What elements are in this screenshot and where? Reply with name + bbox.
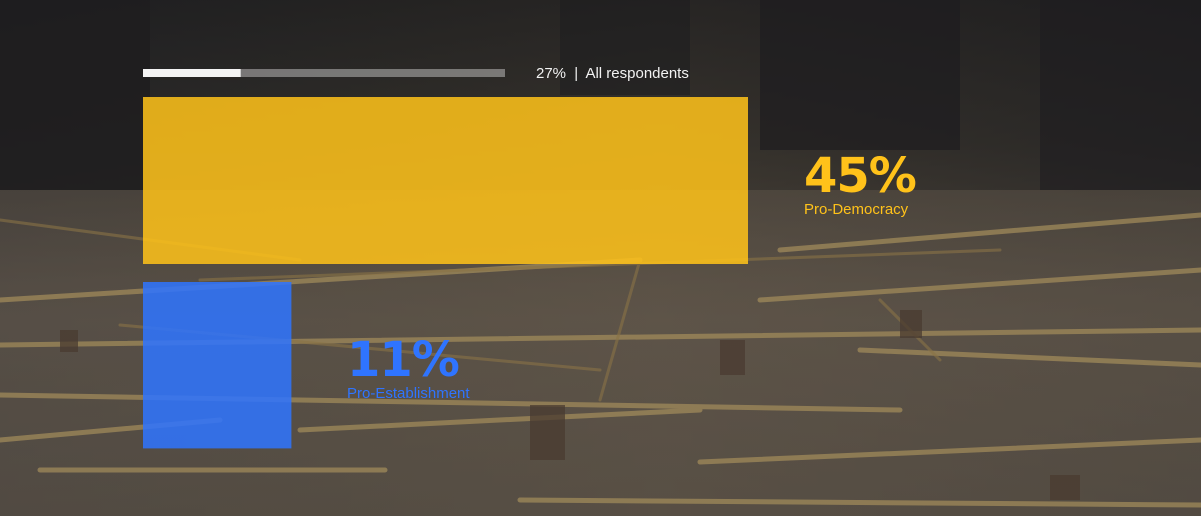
reference-label: 27% | All respondents (536, 65, 689, 82)
reference-text: All respondents (585, 65, 688, 82)
reference-value: 27% (536, 65, 566, 82)
bar-value-pro-establishment: 11% (347, 332, 459, 388)
building-silhouette (760, 0, 960, 150)
bar-pro-democracy (143, 97, 748, 264)
bar-value-pro-democracy: 45% (804, 148, 916, 204)
reference-bar-track (143, 69, 505, 77)
building-silhouette (0, 0, 150, 190)
bar-pro-establishment (143, 282, 292, 449)
reference-separator: | (574, 65, 578, 82)
bar-category-pro-democracy: Pro-Democracy (804, 201, 909, 218)
bar-category-pro-establishment: Pro-Establishment (347, 385, 470, 402)
building-silhouette (560, 0, 690, 95)
building-silhouette (1040, 0, 1201, 190)
reference-bar (143, 69, 241, 77)
